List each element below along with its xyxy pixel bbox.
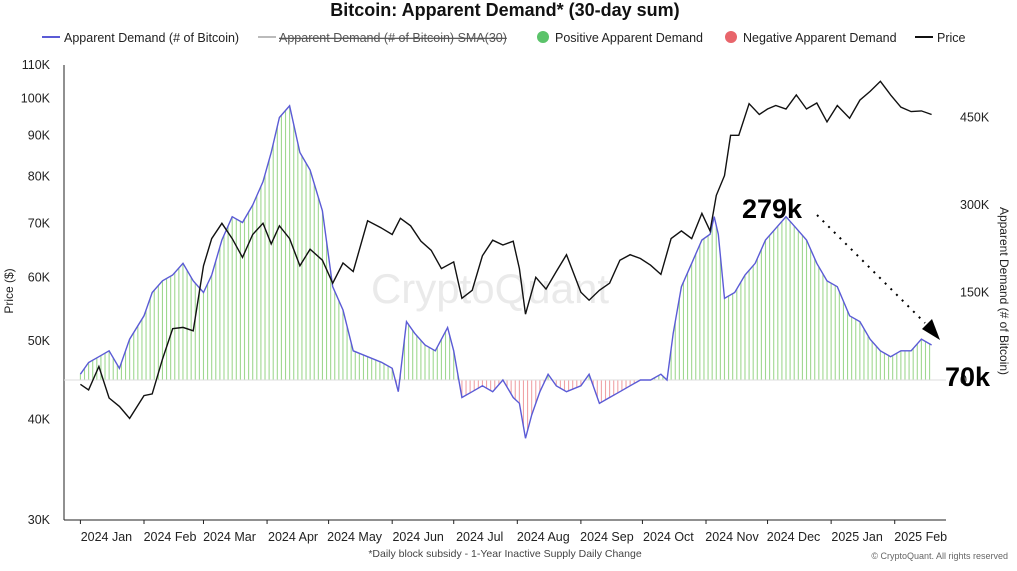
right-tick-label: 300K [960, 198, 990, 212]
legend-item-price[interactable]: Price [915, 31, 966, 45]
legend-label-apparent-demand: Apparent Demand (# of Bitcoin) [64, 31, 239, 45]
x-tick-label: 2025 Jan [831, 530, 882, 544]
x-tick-label: 2024 Mar [203, 530, 256, 544]
annotation-70k-label: 70k [945, 362, 991, 392]
right-tick-label: 150K [960, 286, 990, 300]
x-tick-label: 2024 Dec [767, 530, 821, 544]
legend-label-sma: Apparent Demand (# of Bitcoin) SMA(30) [279, 31, 507, 45]
legend-item-negative[interactable]: Negative Apparent Demand [725, 31, 897, 45]
left-axis-label: Price ($) [2, 268, 16, 313]
left-tick-label: 110K [22, 58, 51, 72]
x-tick-label: 2024 Feb [144, 530, 197, 544]
x-tick-label: 2024 Jul [456, 530, 503, 544]
x-axis-ticks: 2024 Jan 2024 Feb 2024 Mar 2024 Apr 2024 May… [79, 520, 947, 544]
footnote: *Daily block subsidy - 1-Year Inactive S… [368, 548, 641, 560]
x-tick-label: 2024 Nov [705, 530, 759, 544]
x-tick-label: 2025 Feb [894, 530, 947, 544]
negative-demand-bars [395, 380, 639, 431]
legend-label-negative: Negative Apparent Demand [743, 31, 897, 45]
left-tick-label: 90K [28, 128, 51, 142]
watermark: CryptoQuant [371, 265, 609, 312]
x-tick-label: 2024 May [327, 530, 383, 544]
legend-item-apparent-demand[interactable]: Apparent Demand (# of Bitcoin) [42, 31, 239, 45]
positive-demand-bars [79, 105, 931, 380]
legend-item-positive[interactable]: Positive Apparent Demand [537, 31, 703, 45]
apparent-demand-line [79, 104, 932, 439]
right-axis-label: Apparent Demand (# of Bitcoin) [997, 207, 1011, 375]
left-tick-label: 100K [21, 91, 51, 105]
x-tick-label: 2024 Jan [81, 530, 132, 544]
left-tick-label: 70K [28, 216, 51, 230]
legend-label-price: Price [937, 31, 966, 45]
chart-title: Bitcoin: Apparent Demand* (30-day sum) [330, 0, 679, 20]
annotation-arrow-head [922, 319, 940, 340]
x-tick-label: 2024 Oct [643, 530, 694, 544]
legend-swatch-negative [725, 31, 737, 43]
left-tick-label: 60K [28, 270, 51, 284]
right-axis-ticks: 0 150K 300K 450K [960, 111, 990, 388]
x-tick-label: 2024 Sep [580, 530, 634, 544]
left-tick-label: 80K [28, 170, 51, 184]
left-axis-ticks: 30K 40K 50K 60K 70K 80K 90K 100K 110K [21, 58, 51, 527]
annotation-arrow-line [816, 214, 926, 324]
x-tick-label: 2024 Jun [392, 530, 443, 544]
price-line [80, 80, 932, 420]
legend-item-sma[interactable]: Apparent Demand (# of Bitcoin) SMA(30) [258, 31, 507, 45]
left-tick-label: 40K [28, 412, 51, 426]
legend-swatch-positive [537, 31, 549, 43]
annotation-279k-label: 279k [742, 194, 803, 224]
x-tick-label: 2024 Aug [517, 530, 570, 544]
legend: Apparent Demand (# of Bitcoin) Apparent … [42, 31, 966, 45]
x-tick-label: 2024 Apr [268, 530, 318, 544]
annotation-279k: 279k [742, 194, 803, 224]
credit: © CryptoQuant. All rights reserved [871, 551, 1008, 561]
plot-area [63, 65, 946, 521]
right-tick-label: 0 [960, 373, 967, 387]
left-tick-label: 50K [28, 334, 51, 348]
right-tick-label: 450K [960, 111, 990, 125]
legend-label-positive: Positive Apparent Demand [555, 31, 703, 45]
left-tick-label: 30K [28, 513, 51, 527]
annotation-70k: 70k [945, 362, 991, 392]
